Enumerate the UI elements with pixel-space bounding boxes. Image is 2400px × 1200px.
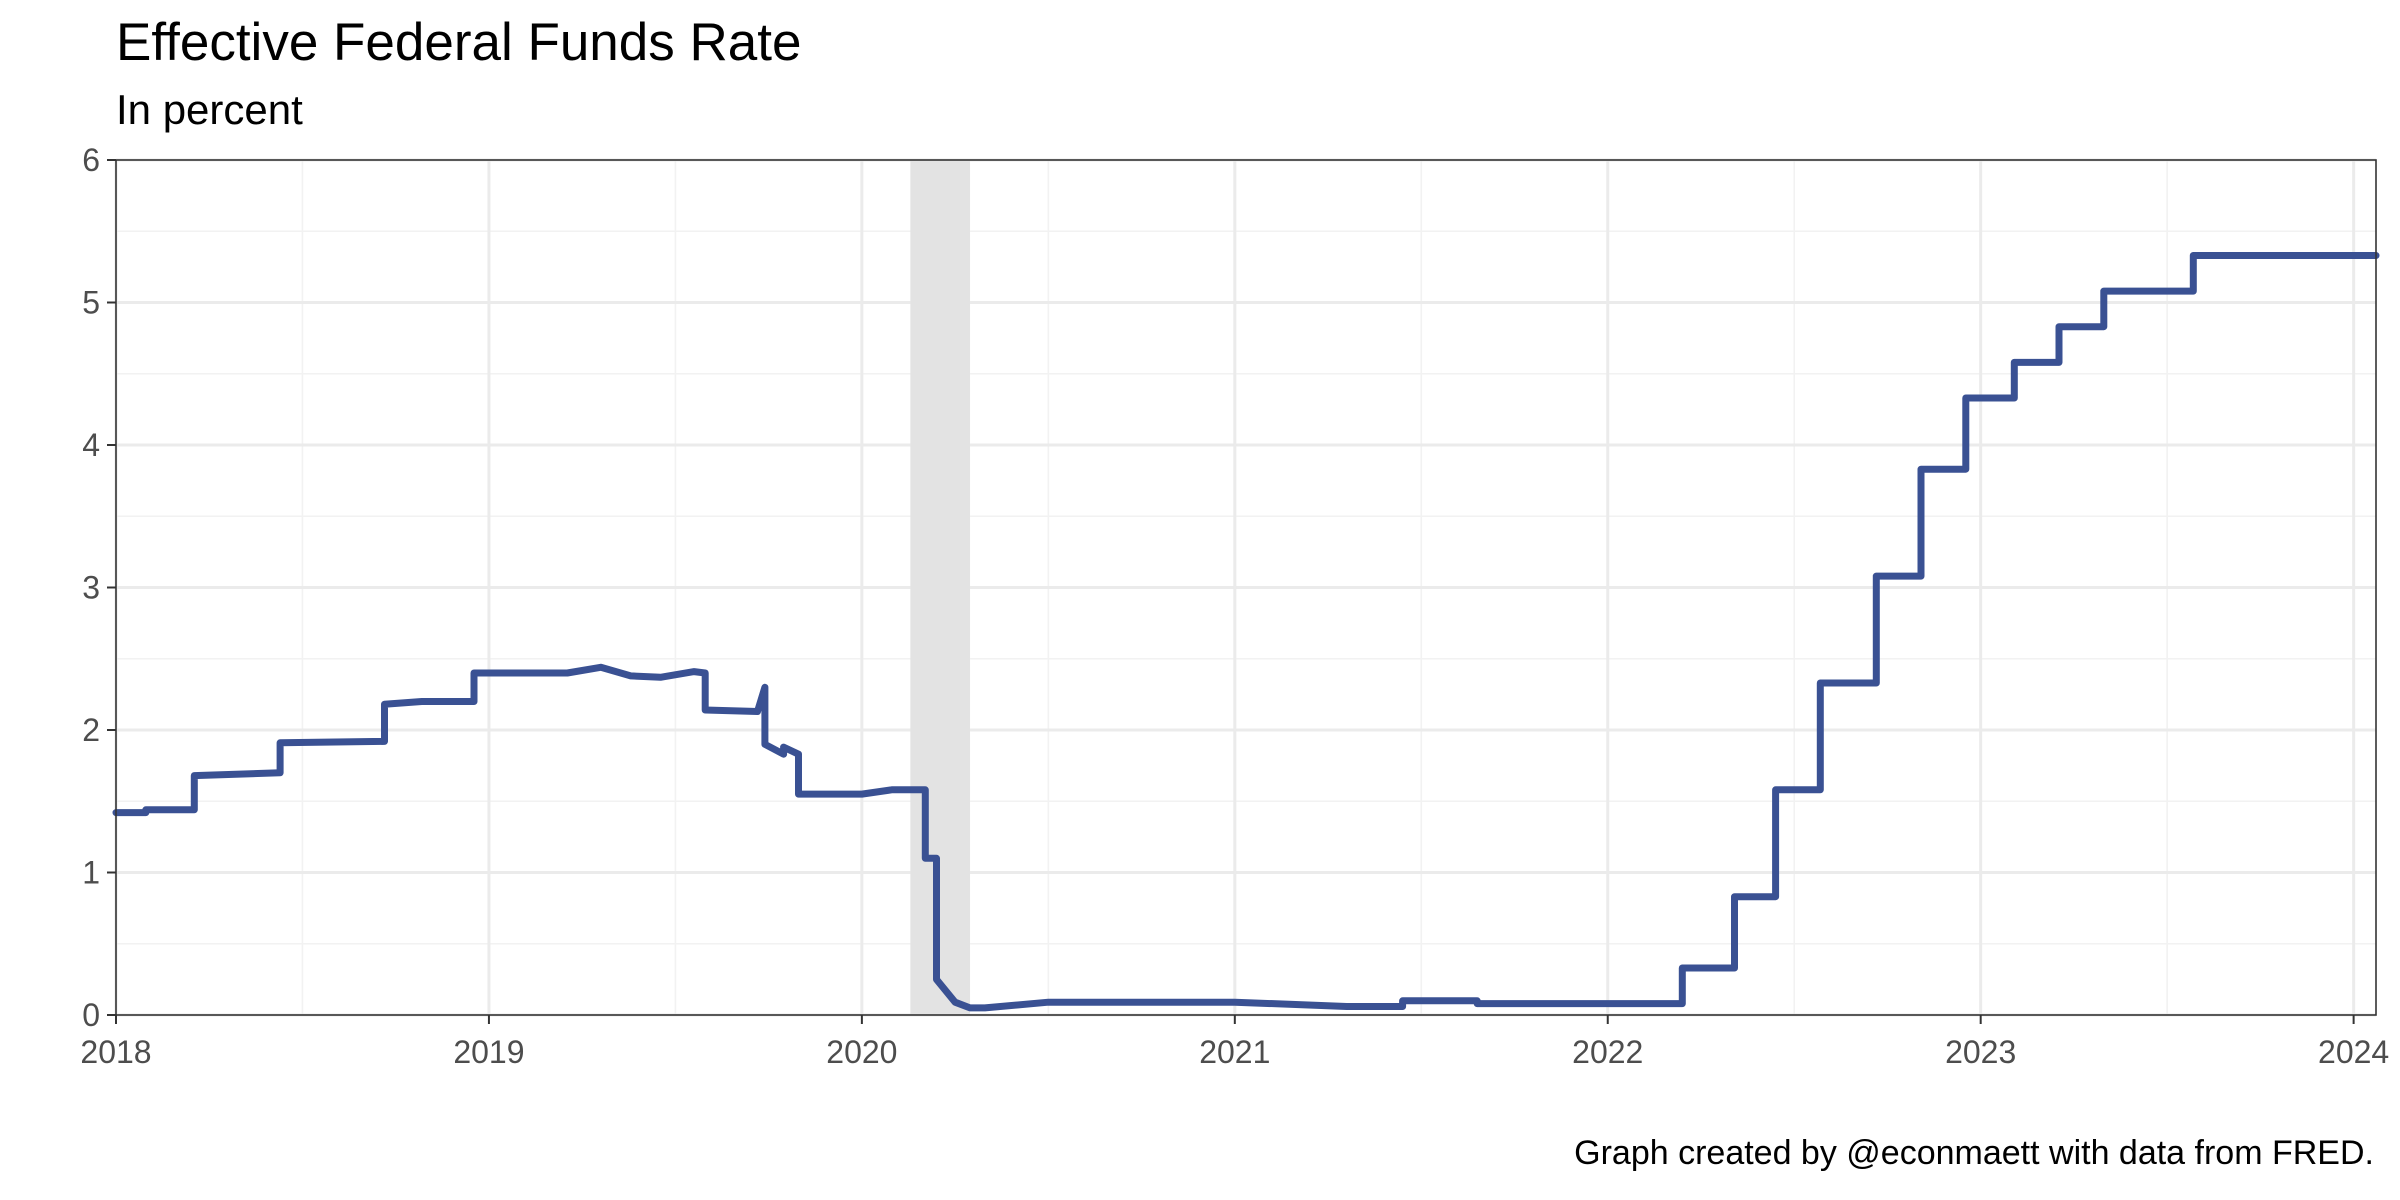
chart-title: Effective Federal Funds Rate bbox=[116, 13, 802, 72]
y-axis: 0 1 2 3 4 5 6 bbox=[82, 142, 116, 1033]
x-tick-label: 2023 bbox=[1945, 1034, 2016, 1070]
y-tick-label: 0 bbox=[82, 997, 100, 1033]
x-tick-label: 2018 bbox=[80, 1034, 151, 1070]
chart-subtitle: In percent bbox=[116, 86, 303, 133]
y-tick-label: 3 bbox=[82, 570, 100, 606]
y-tick-label: 6 bbox=[82, 142, 100, 178]
source-caption: Graph created by @econmaett with data fr… bbox=[1574, 1134, 2374, 1172]
x-tick-label: 2020 bbox=[826, 1034, 897, 1070]
x-tick-label: 2019 bbox=[453, 1034, 524, 1070]
y-tick-label: 2 bbox=[82, 712, 100, 748]
x-axis: 2018 2019 2020 2021 2022 2023 2024 bbox=[80, 1015, 2389, 1070]
series-line-fed-funds-rate bbox=[112, 252, 2380, 1012]
y-tick-label: 1 bbox=[82, 855, 100, 891]
x-tick-label: 2022 bbox=[1572, 1034, 1643, 1070]
y-tick-label: 4 bbox=[82, 427, 100, 463]
x-tick-label: 2024 bbox=[2318, 1034, 2389, 1070]
x-tick-label: 2021 bbox=[1199, 1034, 1270, 1070]
recession-shading bbox=[910, 160, 971, 1015]
y-tick-label: 5 bbox=[82, 285, 100, 321]
